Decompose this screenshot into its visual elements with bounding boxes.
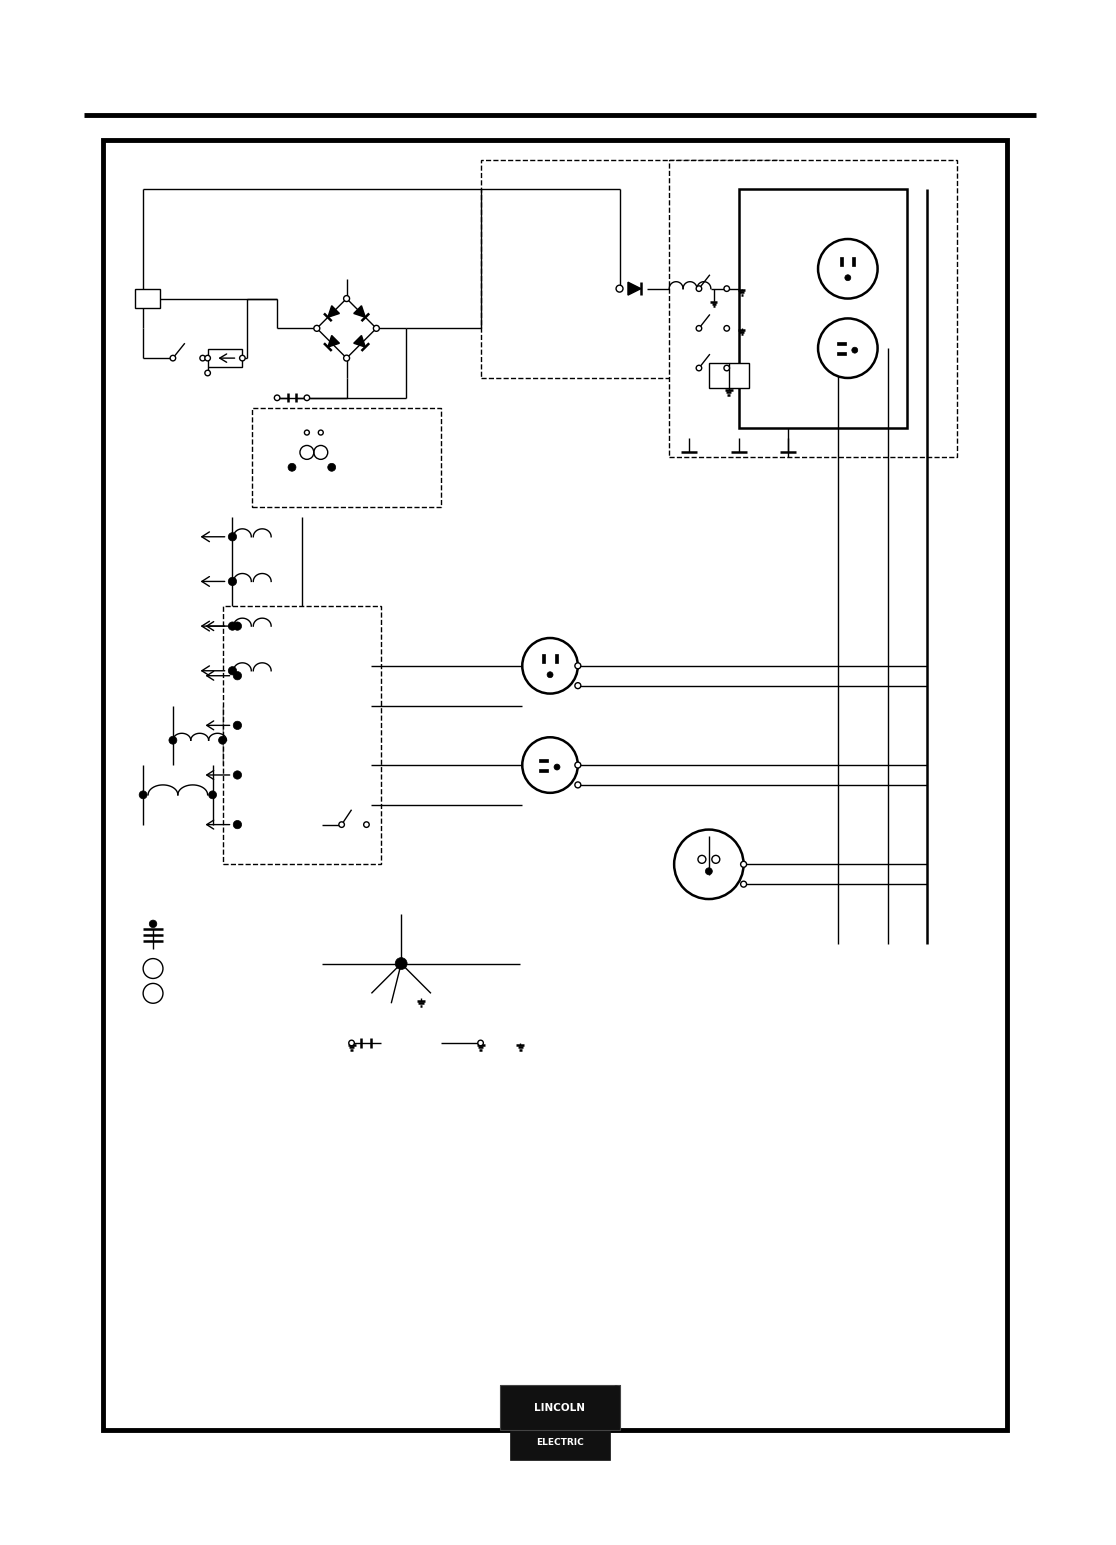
Bar [837, 352, 846, 355]
Polygon shape [628, 283, 641, 295]
Circle shape [344, 355, 349, 362]
Circle shape [547, 672, 554, 678]
Circle shape [219, 737, 227, 745]
Bar [481, 159, 778, 379]
Circle shape [233, 672, 241, 680]
Circle shape [349, 1040, 355, 1046]
Circle shape [554, 765, 560, 769]
Circle shape [275, 396, 280, 400]
Bar [542, 655, 545, 663]
Circle shape [845, 275, 850, 281]
Bar [555, 655, 558, 663]
Circle shape [395, 958, 407, 970]
Circle shape [150, 921, 157, 927]
Bar [104, 139, 1007, 1431]
Circle shape [318, 430, 324, 436]
Circle shape [233, 722, 241, 729]
Bar [670, 159, 958, 457]
Bar [292, 453, 331, 482]
Circle shape [696, 286, 702, 292]
Circle shape [169, 737, 176, 745]
Circle shape [724, 326, 730, 331]
Circle shape [143, 958, 163, 978]
Bar [739, 190, 907, 428]
Bar [222, 606, 382, 864]
Circle shape [328, 464, 336, 471]
Circle shape [818, 318, 877, 379]
Circle shape [140, 791, 147, 799]
Bar [840, 258, 843, 266]
Circle shape [374, 326, 379, 331]
Circle shape [205, 371, 211, 375]
Circle shape [229, 533, 237, 541]
Bar [135, 289, 160, 309]
Circle shape [305, 430, 309, 436]
Circle shape [705, 868, 712, 874]
Circle shape [696, 365, 702, 371]
Circle shape [696, 326, 702, 331]
Circle shape [674, 830, 743, 899]
Circle shape [143, 984, 163, 1003]
Circle shape [522, 638, 578, 694]
Circle shape [233, 771, 241, 779]
Circle shape [364, 822, 369, 828]
Bar [853, 258, 855, 266]
Text: ELECTRIC: ELECTRIC [536, 1438, 584, 1448]
Circle shape [233, 820, 241, 828]
Polygon shape [354, 306, 365, 317]
Circle shape [724, 286, 730, 292]
Circle shape [209, 791, 217, 799]
Circle shape [229, 666, 237, 675]
Circle shape [229, 578, 237, 586]
Circle shape [233, 623, 241, 630]
Circle shape [575, 663, 580, 669]
Circle shape [344, 295, 349, 301]
Bar [539, 759, 548, 762]
Bar [539, 769, 548, 772]
Circle shape [741, 881, 747, 887]
Circle shape [229, 623, 237, 630]
Circle shape [575, 782, 580, 788]
Bar [252, 408, 441, 507]
Polygon shape [354, 335, 365, 348]
Circle shape [240, 355, 246, 362]
Circle shape [724, 365, 730, 371]
Circle shape [616, 286, 623, 292]
Bar [510, 1424, 609, 1460]
Bar [709, 363, 749, 388]
Circle shape [852, 348, 858, 354]
Circle shape [305, 396, 309, 400]
Bar [500, 1386, 619, 1431]
Circle shape [314, 326, 320, 331]
Circle shape [712, 856, 720, 864]
Circle shape [575, 683, 580, 689]
Circle shape [200, 355, 205, 362]
Bar [500, 1386, 619, 1431]
Polygon shape [328, 335, 339, 348]
Circle shape [741, 861, 747, 867]
Circle shape [522, 737, 578, 793]
Circle shape [575, 762, 580, 768]
Circle shape [339, 822, 345, 828]
Bar [208, 349, 242, 368]
Circle shape [478, 1040, 483, 1046]
Circle shape [170, 355, 175, 362]
Text: LINCOLN: LINCOLN [535, 1403, 586, 1412]
Bar [837, 343, 846, 345]
Circle shape [288, 464, 296, 471]
Circle shape [698, 856, 706, 864]
Circle shape [818, 239, 877, 298]
Circle shape [205, 355, 211, 362]
Text: ®: ® [613, 1387, 618, 1392]
Polygon shape [328, 306, 339, 317]
